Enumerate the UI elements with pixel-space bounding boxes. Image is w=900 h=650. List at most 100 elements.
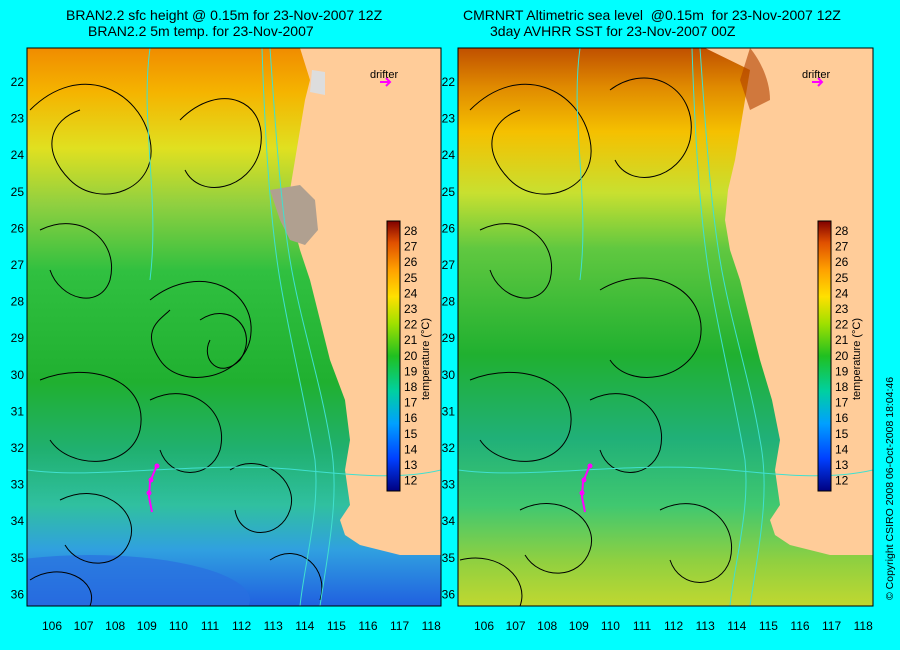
left-colorbar	[386, 220, 401, 492]
right-drifter-legend-arrow	[812, 77, 824, 87]
right-lat-tick: 30	[442, 368, 456, 382]
left-lon-tick: 106	[42, 619, 62, 633]
left-colorbar-tick: 26	[404, 255, 418, 269]
left-drifter-legend-arrow	[380, 77, 392, 87]
right-colorbar-tick: 24	[835, 286, 849, 300]
right-lon-tick: 116	[790, 619, 809, 633]
left-lon-tick: 109	[137, 619, 157, 633]
right-colorbar-tick: 16	[835, 411, 849, 425]
left-lat-axis: 22 23 24 25 26 27 28 29 30 31 32 33 34 35 36	[11, 75, 25, 601]
left-lon-tick: 107	[74, 619, 94, 633]
left-lat-tick: 22	[11, 75, 25, 89]
left-colorbar-tick: 21	[404, 333, 418, 347]
right-drifter-label: drifter	[802, 69, 830, 81]
right-lon-tick: 114	[727, 619, 746, 633]
right-lat-tick: 34	[442, 514, 456, 528]
right-lat-tick: 36	[442, 587, 456, 601]
left-colorbar-tick: 23	[404, 302, 418, 316]
right-lat-tick: 26	[442, 221, 456, 235]
right-colorbar-tick: 14	[835, 442, 849, 456]
left-drifter-track	[146, 463, 160, 513]
left-title-line1: BRAN2.2 sfc height @ 0.15m for 23-Nov-20…	[66, 7, 383, 23]
left-land	[290, 48, 441, 555]
right-lat-tick: 28	[442, 295, 456, 309]
right-drifter-track	[579, 463, 593, 513]
right-lat-tick: 23	[442, 112, 456, 126]
left-colorbar-label: temperature (°C)	[420, 318, 432, 400]
right-lon-tick: 112	[664, 619, 683, 633]
left-lon-tick: 116	[358, 619, 377, 633]
right-colorbar-tick: 19	[835, 364, 849, 378]
right-colorbar-tick: 28	[835, 224, 849, 238]
left-lat-tick: 29	[11, 331, 25, 345]
left-lat-tick: 35	[11, 551, 25, 565]
left-drifter-label: drifter	[370, 69, 398, 81]
left-lat-tick: 33	[11, 478, 25, 492]
left-colorbar-tick: 12	[404, 474, 418, 488]
left-colorbar-tick: 22	[404, 318, 418, 332]
right-colorbar	[817, 220, 832, 492]
right-lat-tick: 24	[442, 148, 456, 162]
right-colorbar-tick: 23	[835, 302, 849, 316]
left-lat-tick: 31	[11, 404, 25, 418]
left-colorbar-tick: 20	[404, 349, 418, 363]
left-lon-tick: 108	[105, 619, 125, 633]
right-colorbar-tick: 25	[835, 271, 849, 285]
left-lon-tick: 117	[390, 619, 409, 633]
left-lat-tick: 25	[11, 185, 25, 199]
right-lat-axis: 22 23 24 25 26 27 28 29 30 31 32 33 34 35 36	[442, 75, 456, 601]
right-lon-axis: 106 107 108 109 110 111 112 113 114 115 116 117 118	[474, 619, 873, 633]
left-lon-tick: 112	[232, 619, 251, 633]
left-colorbar-tick: 15	[404, 427, 418, 441]
right-lat-tick: 27	[442, 258, 456, 272]
left-lat-tick: 36	[11, 587, 25, 601]
right-colorbar-tick: 17	[835, 396, 849, 410]
right-lon-tick: 115	[759, 619, 778, 633]
left-lat-tick: 27	[11, 258, 25, 272]
copyright-notice: © Copyright CSIRO 2008 06-Oct-2008 18:04…	[884, 376, 896, 600]
right-colorbar-tick: 21	[835, 333, 849, 347]
right-map-panel	[457, 47, 874, 607]
left-lat-tick: 24	[11, 148, 25, 162]
left-colorbar-tick: 13	[404, 458, 418, 472]
right-lat-tick: 25	[442, 185, 456, 199]
left-colorbar-tick: 25	[404, 271, 418, 285]
right-title-line2: 3day AVHRR SST for 23-Nov-2007 00Z	[490, 23, 736, 39]
left-colorbar-tick: 28	[404, 224, 418, 238]
right-lat-tick: 35	[442, 551, 456, 565]
right-lat-tick: 32	[442, 441, 456, 455]
right-colorbar-tick: 20	[835, 349, 849, 363]
left-lon-tick: 111	[201, 619, 220, 633]
right-lon-tick: 109	[569, 619, 589, 633]
left-lon-tick: 114	[295, 619, 314, 633]
left-lon-axis: 106 107 108 109 110 111 112 113 114 115 116 117 118	[42, 619, 441, 633]
left-colorbar-tick: 19	[404, 364, 418, 378]
left-colorbar-tick: 17	[404, 396, 418, 410]
left-colorbar-tick: 27	[404, 240, 418, 254]
left-lon-tick: 118	[422, 619, 441, 633]
right-lon-tick: 110	[601, 619, 620, 633]
left-colorbar-tick: 18	[404, 380, 418, 394]
left-colorbar-tick: 16	[404, 411, 418, 425]
right-lat-tick: 22	[442, 75, 456, 89]
right-lat-tick: 29	[442, 331, 456, 345]
left-lon-tick: 110	[169, 619, 188, 633]
left-lat-tick: 32	[11, 441, 25, 455]
right-lon-tick: 113	[696, 619, 715, 633]
right-colorbar-tick: 27	[835, 240, 849, 254]
right-colorbar-tick: 15	[835, 427, 849, 441]
right-lat-tick: 33	[442, 478, 456, 492]
right-lon-tick: 117	[822, 619, 841, 633]
right-lon-tick: 111	[633, 619, 652, 633]
right-lon-tick: 108	[537, 619, 557, 633]
right-colorbar-tick: 26	[835, 255, 849, 269]
left-lat-tick: 28	[11, 295, 25, 309]
left-lat-tick: 26	[11, 221, 25, 235]
right-lon-tick: 118	[854, 619, 873, 633]
right-colorbar-label: temperature (°C)	[851, 318, 863, 400]
left-lat-tick: 30	[11, 368, 25, 382]
right-colorbar-tick: 13	[835, 458, 849, 472]
